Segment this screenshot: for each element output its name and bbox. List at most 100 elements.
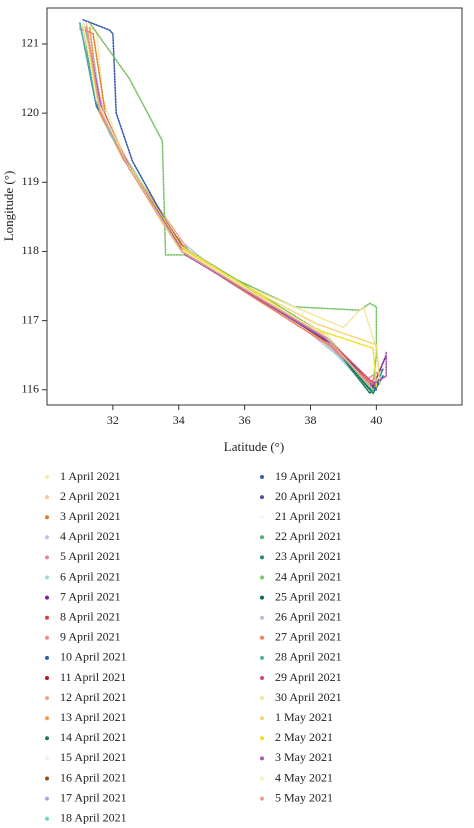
trajectory (85, 27, 374, 391)
legend-marker (260, 575, 264, 580)
legend-label: 3 April 2021 (60, 509, 121, 523)
legend-label: 2 May 2021 (275, 730, 333, 744)
trajectory (82, 22, 371, 388)
trajectory (85, 25, 384, 381)
legend-marker (45, 575, 49, 580)
legend-label: 20 April 2021 (275, 489, 342, 503)
legend-marker (45, 475, 49, 479)
trajectory (89, 22, 378, 384)
trajectory (85, 25, 374, 391)
legend-label: 13 April 2021 (60, 710, 127, 724)
legend-label: 3 May 2021 (275, 750, 333, 764)
legend-label: 12 April 2021 (60, 690, 127, 704)
y-tick-label: 118 (21, 243, 39, 257)
legend-marker (45, 776, 49, 781)
legend-marker (45, 736, 49, 741)
y-tick-label: 121 (21, 36, 39, 50)
legend-label: 29 April 2021 (275, 670, 342, 684)
legend-label: 18 April 2021 (60, 810, 127, 824)
y-axis-label: Longitude (°) (1, 171, 16, 242)
legend-marker (260, 515, 264, 520)
legend-label: 21 April 2021 (275, 509, 342, 523)
legend-label: 4 April 2021 (60, 529, 121, 543)
legend-marker (260, 635, 264, 640)
legend-label: 10 April 2021 (60, 650, 127, 664)
legend-marker (45, 615, 49, 620)
legend-marker (45, 595, 49, 600)
legend-label: 15 April 2021 (60, 750, 127, 764)
legend-marker (45, 696, 49, 701)
legend-label: 7 April 2021 (60, 589, 121, 603)
legend-marker (45, 655, 49, 660)
legend-marker (45, 535, 49, 540)
legend-label: 9 April 2021 (60, 630, 121, 644)
legend-label: 30 April 2021 (275, 690, 342, 704)
trajectory (82, 23, 374, 391)
legend-label: 27 April 2021 (275, 630, 342, 644)
legend-marker (45, 635, 49, 640)
legend-marker (260, 696, 264, 701)
legend-label: 4 May 2021 (275, 770, 333, 784)
x-tick-label: 36 (239, 413, 251, 427)
trajectory (85, 25, 374, 391)
trajectory (82, 22, 381, 395)
trajectory (85, 29, 374, 391)
y-tick-label: 119 (21, 174, 39, 188)
trajectory (82, 25, 374, 391)
legend-label: 25 April 2021 (275, 589, 342, 603)
legend-marker (45, 816, 49, 821)
legend-label: 14 April 2021 (60, 730, 127, 744)
legend-marker (260, 736, 264, 741)
legend-label: 8 April 2021 (60, 609, 121, 623)
trajectory (82, 22, 371, 388)
trajectory (79, 22, 384, 395)
legend-marker (260, 716, 264, 721)
legend-label: 5 April 2021 (60, 549, 121, 563)
legend-label: 11 April 2021 (60, 670, 126, 684)
legend-label: 19 April 2021 (275, 469, 342, 483)
legend-marker (260, 475, 264, 479)
legend-marker (45, 716, 49, 721)
x-tick-label: 38 (304, 413, 316, 427)
legend-marker (45, 796, 49, 801)
legend-label: 6 April 2021 (60, 569, 121, 583)
x-tick-label: 34 (173, 413, 185, 427)
legend-marker (260, 595, 264, 600)
legend-label: 5 May 2021 (275, 790, 333, 804)
legend-label: 17 April 2021 (60, 790, 127, 804)
legend-marker (45, 495, 49, 500)
legend-marker (260, 615, 264, 620)
legend-label: 24 April 2021 (275, 569, 342, 583)
legend-marker (260, 495, 264, 500)
trajectory (82, 25, 378, 388)
legend-label: 22 April 2021 (275, 529, 342, 543)
legend-label: 2 April 2021 (60, 489, 121, 503)
legend-label: 23 April 2021 (275, 549, 342, 563)
trajectory (82, 23, 378, 350)
legend-marker (260, 796, 264, 801)
legend-label: 16 April 2021 (60, 770, 127, 784)
legend-label: 26 April 2021 (275, 609, 342, 623)
x-tick-label: 32 (107, 413, 119, 427)
legend-marker (45, 756, 49, 761)
legend-marker (260, 555, 264, 560)
legend-label: 1 April 2021 (60, 469, 121, 483)
trajectory (82, 23, 378, 388)
y-tick-label: 117 (21, 312, 39, 326)
legend-marker (45, 676, 49, 680)
legend-marker (260, 776, 264, 781)
x-axis-label: Latitude (°) (224, 439, 284, 454)
legend-marker (260, 655, 264, 660)
legend-marker (260, 535, 264, 540)
legend-label: 1 May 2021 (275, 710, 333, 724)
y-tick-label: 116 (21, 382, 39, 396)
legend-label: 28 April 2021 (275, 650, 342, 664)
y-tick-label: 120 (21, 105, 39, 119)
legend-marker (260, 676, 264, 680)
plot-frame (46, 7, 463, 406)
legend-marker (260, 756, 264, 761)
legend-marker (45, 555, 49, 560)
trajectory (85, 25, 345, 356)
trajectory (82, 25, 368, 384)
